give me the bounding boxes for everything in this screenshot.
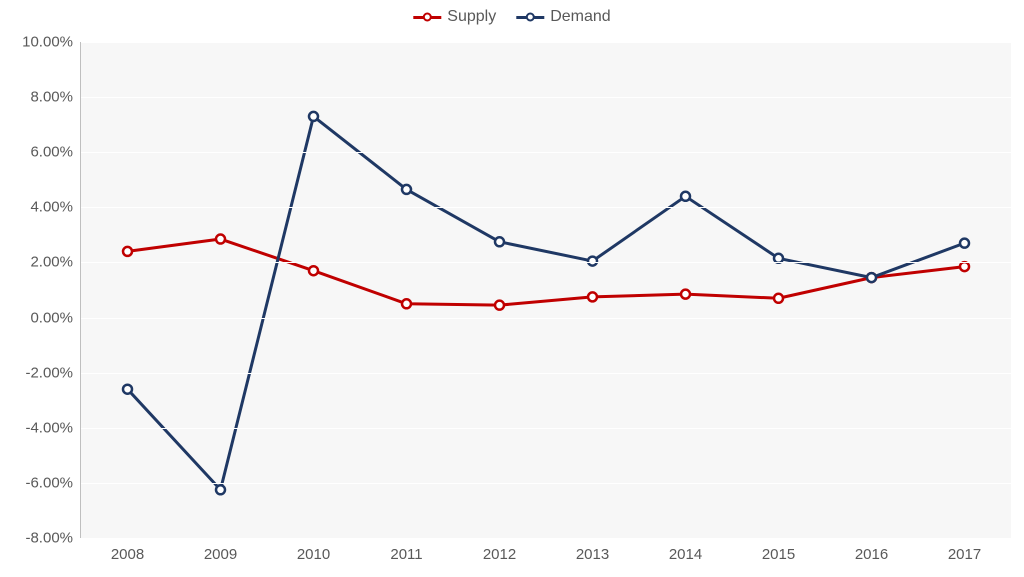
series-marker [402,185,411,194]
gridline [81,318,1011,319]
y-tick-label: -6.00% [25,474,81,491]
x-tick-label: 2013 [576,538,609,563]
series-marker [309,112,318,121]
gridline [81,97,1011,98]
x-tick-label: 2011 [390,538,422,563]
legend-item: Supply [413,8,496,26]
y-tick-label: 10.00% [22,34,81,51]
y-tick-label: 8.00% [30,89,81,106]
legend: Supply Demand [413,8,610,26]
y-tick-label: 0.00% [30,309,81,326]
plot-area: -8.00%-6.00%-4.00%-2.00%0.00%2.00%4.00%6… [80,42,1011,538]
x-tick-label: 2009 [204,538,237,563]
legend-label: Supply [447,8,496,26]
y-tick-label: 4.00% [30,199,81,216]
x-tick-label: 2010 [297,538,330,563]
series-marker [867,273,876,282]
x-tick-label: 2017 [948,538,981,563]
series-marker [774,294,783,303]
series-marker [216,235,225,244]
chart-svg [81,42,1011,538]
series-marker [123,385,132,394]
series-marker [960,239,969,248]
series-marker [495,301,504,310]
gridline [81,42,1011,43]
y-tick-label: 2.00% [30,254,81,271]
series-marker [216,485,225,494]
legend-swatch [413,16,441,19]
gridline [81,152,1011,153]
series-marker [402,299,411,308]
legend-item: Demand [516,8,610,26]
series-marker [495,237,504,246]
series-line [128,116,965,489]
x-tick-label: 2012 [483,538,516,563]
x-tick-label: 2016 [855,538,888,563]
line-chart: SupplyDemand -8.00%-6.00%-4.00%-2.00%0.0… [0,0,1024,577]
gridline [81,207,1011,208]
gridline [81,483,1011,484]
x-tick-label: 2014 [669,538,702,563]
legend-marker-icon [526,13,535,22]
series-marker [588,257,597,266]
y-tick-label: -4.00% [25,419,81,436]
series-marker [681,192,690,201]
y-tick-label: -8.00% [25,530,81,547]
series-marker [588,292,597,301]
legend-swatch [516,16,544,19]
series-marker [123,247,132,256]
series-marker [681,290,690,299]
x-tick-label: 2015 [762,538,795,563]
gridline [81,373,1011,374]
y-tick-label: -2.00% [25,364,81,381]
gridline [81,428,1011,429]
legend-label: Demand [550,8,610,26]
gridline [81,262,1011,263]
series-marker [309,266,318,275]
legend-marker-icon [423,13,432,22]
y-tick-label: 6.00% [30,144,81,161]
x-tick-label: 2008 [111,538,144,563]
